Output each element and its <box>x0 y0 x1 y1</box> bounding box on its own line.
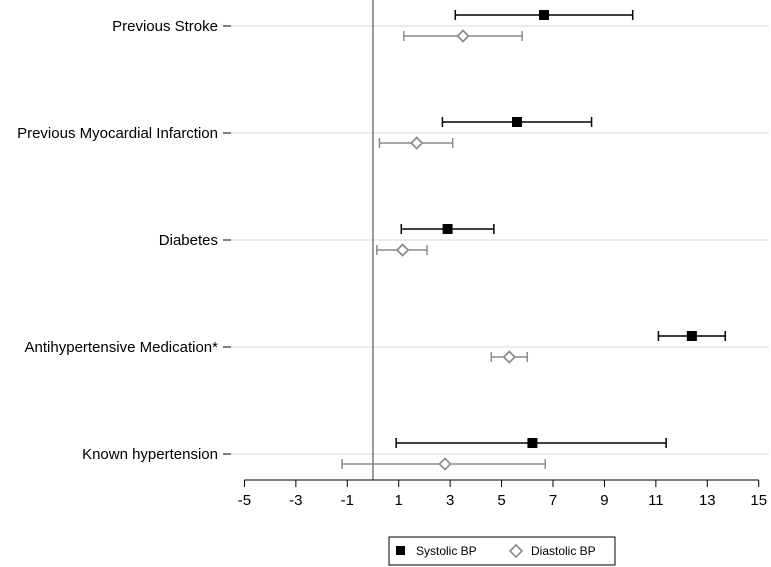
x-tick-label: 1 <box>395 492 403 509</box>
x-tick-label: -1 <box>341 492 354 509</box>
point-estimate-square <box>686 331 697 341</box>
legend-label-systolic: Systolic BP <box>416 544 477 558</box>
x-tick-label: 9 <box>600 492 608 509</box>
category-label: Previous Stroke <box>112 18 218 35</box>
point-estimate-diamond <box>456 29 470 43</box>
y-axis: Previous Stroke Previous Myocardial Infar… <box>17 18 231 463</box>
point-estimate-diamond <box>502 350 517 364</box>
point-estimate-diamond <box>395 243 410 257</box>
point-estimate-square <box>539 10 549 20</box>
legend-box <box>388 536 616 566</box>
legend-square-icon <box>396 546 405 555</box>
point-estimate-diamond <box>409 136 424 150</box>
x-tick-label: 11 <box>648 492 664 509</box>
category-label: Diabetes <box>159 232 218 249</box>
point-estimate-square <box>527 438 538 448</box>
x-tick-label: 15 <box>750 492 767 509</box>
category-label: Known hypertension <box>82 446 218 463</box>
legend-diamond-icon <box>508 543 524 559</box>
x-tick-label: -3 <box>289 492 302 509</box>
point-estimate-diamond <box>438 457 452 471</box>
point-estimate-square <box>442 224 453 234</box>
x-axis: -5 -3 -1 1 3 5 7 9 11 13 15 <box>238 479 767 509</box>
x-tick-label: 5 <box>497 492 505 509</box>
category-label: Antihypertensive Medication* <box>25 339 219 356</box>
x-tick-label: -5 <box>238 492 251 509</box>
legend-label-diastolic: Diastolic BP <box>531 544 596 558</box>
category-label: Previous Myocardial Infarction <box>17 125 218 142</box>
point-estimate-square <box>512 117 522 127</box>
x-tick-label: 3 <box>446 492 454 509</box>
legend: Systolic BP Diastolic BP <box>388 536 616 566</box>
gridlines <box>231 25 769 455</box>
data-marks <box>341 10 727 471</box>
x-tick-label: 13 <box>699 492 716 509</box>
x-tick-label: 7 <box>549 492 557 509</box>
